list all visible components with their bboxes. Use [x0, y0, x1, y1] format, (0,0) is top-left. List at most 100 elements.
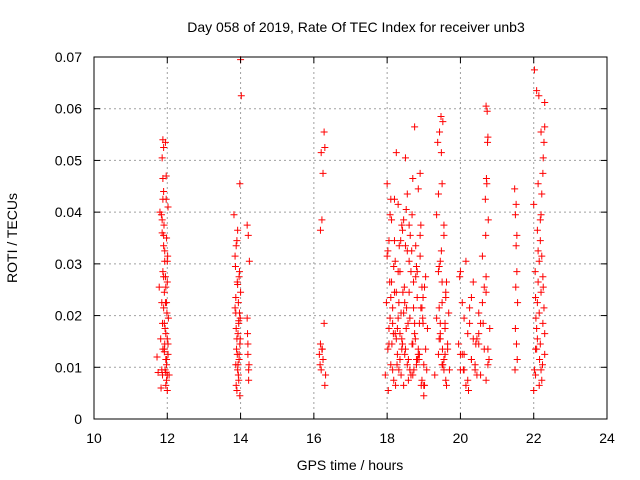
- data-point: [411, 123, 419, 131]
- data-point: [511, 211, 519, 219]
- data-point: [533, 299, 541, 307]
- data-point: [513, 231, 521, 239]
- data-point: [484, 133, 492, 141]
- data-point: [471, 361, 479, 369]
- data-point: [390, 262, 398, 270]
- data-point: [315, 350, 323, 358]
- data-point: [437, 112, 445, 120]
- data-point: [157, 384, 165, 392]
- data-point: [384, 247, 392, 255]
- data-point: [533, 226, 541, 234]
- data-point: [540, 304, 548, 312]
- data-points: [153, 56, 549, 400]
- data-point: [316, 340, 324, 348]
- data-point: [440, 356, 448, 364]
- data-point: [401, 345, 409, 353]
- data-point: [539, 283, 547, 291]
- data-point: [400, 381, 408, 389]
- data-point: [410, 304, 418, 312]
- data-point: [234, 366, 242, 374]
- data-point: [467, 293, 475, 301]
- data-point: [478, 299, 486, 307]
- data-point: [540, 138, 548, 146]
- data-point: [532, 371, 540, 379]
- data-point: [236, 392, 244, 400]
- data-point: [442, 376, 450, 384]
- x-tick-label: 24: [599, 430, 615, 446]
- y-axis-title: ROTI / TECUs: [4, 193, 20, 283]
- data-point: [163, 309, 171, 317]
- data-point: [409, 371, 417, 379]
- data-point: [408, 211, 416, 219]
- data-point: [475, 309, 483, 317]
- data-point: [392, 381, 400, 389]
- data-point: [383, 252, 391, 260]
- data-point: [411, 330, 419, 338]
- data-point: [472, 340, 480, 348]
- data-point: [413, 293, 421, 301]
- data-point: [512, 242, 520, 250]
- data-point: [397, 237, 405, 245]
- data-point: [320, 128, 328, 136]
- data-point: [404, 319, 412, 327]
- data-point: [398, 221, 406, 229]
- data-point: [410, 366, 418, 374]
- data-point: [395, 299, 403, 307]
- data-point: [456, 268, 464, 276]
- data-point: [536, 216, 544, 224]
- data-point: [389, 304, 397, 312]
- data-point: [235, 273, 243, 281]
- data-point: [318, 345, 326, 353]
- data-point: [420, 392, 428, 400]
- y-tick-label: 0.03: [55, 256, 82, 272]
- data-point: [541, 330, 549, 338]
- data-point: [234, 330, 242, 338]
- data-point: [234, 299, 242, 307]
- data-point: [319, 169, 327, 177]
- data-point: [244, 350, 252, 358]
- data-point: [159, 268, 167, 276]
- data-point: [244, 330, 252, 338]
- data-point: [530, 200, 538, 208]
- data-point: [158, 299, 166, 307]
- data-point: [405, 221, 413, 229]
- data-point: [473, 371, 481, 379]
- data-point: [160, 304, 168, 312]
- data-point: [511, 325, 519, 332]
- data-point: [319, 356, 327, 364]
- data-point: [415, 319, 423, 327]
- data-point: [396, 356, 404, 364]
- data-point: [155, 283, 163, 291]
- data-point: [409, 175, 417, 183]
- data-point: [231, 252, 239, 260]
- data-point: [394, 268, 402, 276]
- data-point: [466, 319, 474, 327]
- data-point: [512, 340, 520, 348]
- data-point: [533, 335, 541, 343]
- data-point: [161, 138, 169, 146]
- x-tick-label: 14: [233, 430, 249, 446]
- data-point: [385, 237, 393, 245]
- data-point: [164, 350, 172, 358]
- data-point: [235, 319, 243, 327]
- data-point: [245, 361, 253, 369]
- data-point: [316, 361, 324, 369]
- data-point: [462, 257, 470, 265]
- data-point: [243, 314, 251, 322]
- data-point: [420, 381, 428, 389]
- data-point: [317, 149, 325, 157]
- data-point: [405, 288, 413, 296]
- data-point: [423, 325, 431, 332]
- data-point: [414, 185, 422, 193]
- data-point: [482, 175, 490, 183]
- data-point: [232, 381, 240, 389]
- x-axis-title: GPS time / hours: [297, 457, 404, 473]
- data-point: [539, 361, 547, 369]
- data-point: [387, 361, 395, 369]
- data-point: [420, 361, 428, 369]
- data-point: [320, 319, 328, 327]
- data-point: [400, 216, 408, 224]
- data-point: [481, 195, 489, 203]
- data-point: [482, 288, 490, 296]
- data-point: [406, 314, 414, 322]
